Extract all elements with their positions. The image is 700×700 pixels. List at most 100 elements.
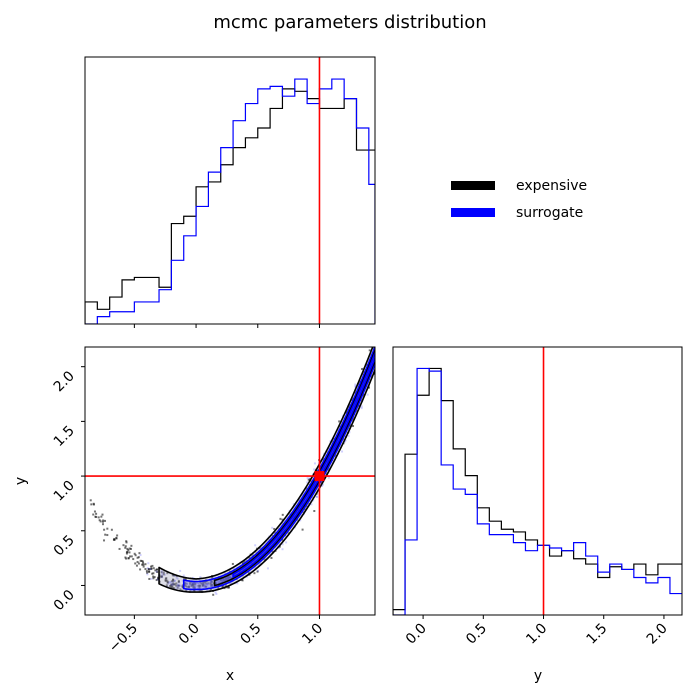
scatter-point-surrogate xyxy=(225,576,228,579)
scatter-point-surrogate xyxy=(175,585,178,588)
scatter-point-expensive xyxy=(124,546,127,549)
scatter-point-surrogate xyxy=(191,581,194,584)
scatter-point-expensive xyxy=(191,583,194,586)
xy-scatter-panel: −0.5 0.0 0.5 1.0 0.0 0.5 1.0 1.5 2.0 xyxy=(51,346,376,656)
scatter-plot-area xyxy=(85,347,375,615)
scatter-point-surrogate xyxy=(330,461,333,464)
y-hist-tick-label: 0.0 xyxy=(403,621,430,648)
scatter-point-expensive xyxy=(273,531,276,534)
scatter-point-expensive xyxy=(209,589,212,592)
scatter-point-surrogate xyxy=(209,585,212,588)
scatter-point-surrogate xyxy=(302,491,305,494)
scatter-point-surrogate xyxy=(194,585,197,588)
scatter-point-expensive xyxy=(313,510,316,513)
scatter-point-expensive xyxy=(171,582,174,585)
scatter-point-surrogate xyxy=(327,476,330,479)
scatter-point-expensive xyxy=(137,562,140,565)
scatter-point-surrogate xyxy=(169,581,172,584)
scatter-point-surrogate xyxy=(194,583,197,586)
scatter-point-expensive xyxy=(144,563,147,566)
scatter-point-expensive xyxy=(307,478,310,481)
y-hist-tick-label: 2.0 xyxy=(644,621,671,648)
scatter-point-expensive xyxy=(212,593,215,596)
scatter-point-surrogate xyxy=(266,567,269,570)
scatter-point-expensive xyxy=(273,527,276,530)
scatter-point-surrogate xyxy=(176,583,179,586)
scatter-point-surrogate xyxy=(321,483,324,486)
scatter-point-surrogate xyxy=(316,468,319,471)
scatter-point-surrogate xyxy=(210,580,213,583)
scatter-point-expensive xyxy=(136,556,139,559)
scatter-point-surrogate xyxy=(176,577,179,580)
scatter-point-surrogate xyxy=(257,569,260,572)
scatter-point-surrogate xyxy=(149,568,152,571)
scatter-point-surrogate xyxy=(170,583,173,586)
scatter-point-expensive xyxy=(172,586,175,589)
scatter-point-expensive xyxy=(172,578,175,581)
scatter-point-expensive xyxy=(148,577,151,580)
scatter-point-surrogate xyxy=(161,572,164,575)
scatter-point-expensive xyxy=(177,581,180,584)
scatter-point-expensive xyxy=(221,585,224,588)
y-hist-frame xyxy=(392,346,683,616)
scatter-point-expensive xyxy=(142,563,145,566)
scatter-point-surrogate xyxy=(214,581,217,584)
scatter-point-expensive xyxy=(230,577,233,580)
y-histogram-panel: 0.0 0.5 1.0 1.5 2.0 xyxy=(392,346,683,648)
scatter-point-surrogate xyxy=(289,511,292,514)
scatter-point-surrogate xyxy=(161,576,164,579)
scatter-point-expensive xyxy=(193,589,196,592)
scatter-point-surrogate xyxy=(285,541,288,544)
scatter-point-surrogate xyxy=(361,396,364,399)
scatter-point-surrogate xyxy=(150,577,153,580)
scatter-point-expensive xyxy=(160,571,163,574)
scatter-point-surrogate xyxy=(230,574,233,577)
scatter-point-expensive xyxy=(178,584,181,587)
contour-expensive-inner xyxy=(213,348,375,587)
scatter-point-expensive xyxy=(186,585,189,588)
scatter-point-surrogate xyxy=(197,585,200,588)
scatter-point-surrogate xyxy=(306,504,309,507)
scatter-point-surrogate xyxy=(352,415,355,418)
scatter-point-surrogate xyxy=(313,462,316,465)
scatter-point-surrogate xyxy=(156,578,159,581)
y-hist-axis-label: y xyxy=(534,668,542,684)
scatter-point-expensive xyxy=(348,425,351,428)
scatter-point-surrogate xyxy=(271,526,274,529)
scatter-point-surrogate xyxy=(146,567,149,570)
scatter-point-surrogate xyxy=(214,581,217,584)
scatter-ytick-label: 0.0 xyxy=(51,587,78,614)
scatter-point-expensive xyxy=(126,547,129,550)
scatter-point-surrogate xyxy=(218,580,221,583)
scatter-xtick-label: 0.0 xyxy=(176,621,203,648)
scatter-point-expensive xyxy=(198,587,201,590)
scatter-point-surrogate xyxy=(354,385,357,388)
scatter-point-expensive xyxy=(153,576,156,579)
scatter-point-surrogate xyxy=(362,395,365,398)
scatter-point-expensive xyxy=(166,581,169,584)
scatter-point-expensive xyxy=(188,585,191,588)
scatter-ytick-label: 0.5 xyxy=(51,532,78,559)
scatter-point-surrogate xyxy=(190,583,193,586)
scatter-point-expensive xyxy=(210,581,213,584)
scatter-xtick-label: −0.5 xyxy=(106,621,141,656)
scatter-point-surrogate xyxy=(209,581,212,584)
scatter-point-surrogate xyxy=(173,579,176,582)
scatter-point-expensive xyxy=(165,577,168,580)
scatter-point-expensive xyxy=(224,576,227,579)
scatter-point-expensive xyxy=(134,562,137,565)
scatter-point-expensive xyxy=(95,512,98,515)
scatter-point-surrogate xyxy=(299,519,302,522)
scatter-point-surrogate xyxy=(147,562,150,565)
scatter-point-expensive xyxy=(287,532,290,535)
scatter-point-expensive xyxy=(322,458,325,461)
scatter-point-expensive xyxy=(127,557,130,560)
scatter-point-surrogate xyxy=(254,567,257,570)
scatter-point-surrogate xyxy=(185,581,188,584)
contour-surrogate-inner xyxy=(232,350,375,578)
scatter-point-expensive xyxy=(160,575,163,578)
scatter-point-surrogate xyxy=(193,582,196,585)
scatter-point-surrogate xyxy=(210,585,213,588)
scatter-point-expensive xyxy=(179,588,182,591)
scatter-point-surrogate xyxy=(245,575,248,578)
